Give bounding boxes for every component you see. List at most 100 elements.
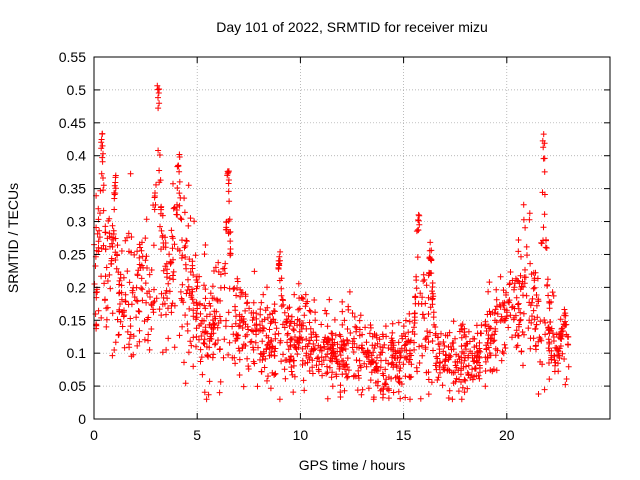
data-point <box>262 307 269 314</box>
data-point <box>270 307 277 314</box>
data-point <box>426 254 433 261</box>
data-point <box>142 280 149 287</box>
data-point <box>112 339 119 346</box>
data-point <box>541 386 548 393</box>
data-point <box>109 352 116 359</box>
data-point <box>236 356 243 363</box>
data-point <box>197 310 204 317</box>
data-point <box>107 285 114 292</box>
data-point <box>207 290 214 297</box>
data-point <box>120 313 127 320</box>
data-point <box>390 342 397 349</box>
data-point <box>112 185 119 192</box>
data-point <box>310 341 317 347</box>
data-point <box>440 339 447 345</box>
data-point <box>311 297 318 303</box>
data-point <box>425 376 432 383</box>
data-point <box>111 189 118 196</box>
data-point <box>114 242 121 249</box>
data-point <box>423 335 430 341</box>
data-point <box>421 315 428 322</box>
data-point <box>493 296 500 303</box>
data-point <box>307 325 314 332</box>
data-point <box>221 336 228 343</box>
data-point <box>185 222 192 229</box>
data-point <box>170 205 177 212</box>
data-point <box>435 374 442 381</box>
data-point <box>379 344 386 351</box>
data-point <box>483 328 490 334</box>
data-point <box>157 210 164 217</box>
data-point <box>200 340 207 346</box>
data-point <box>494 347 501 354</box>
data-point <box>563 376 570 382</box>
data-point <box>212 315 219 322</box>
data-point <box>491 331 498 338</box>
data-point <box>116 281 123 288</box>
data-point <box>362 324 369 331</box>
data-point <box>133 314 140 321</box>
data-point <box>117 318 124 325</box>
data-point <box>202 295 209 302</box>
data-point <box>134 342 141 349</box>
data-point <box>102 229 109 236</box>
data-point <box>429 280 436 286</box>
data-point <box>364 348 371 355</box>
data-point <box>177 288 184 295</box>
data-point <box>405 337 412 344</box>
data-point <box>174 185 181 191</box>
data-point <box>112 179 119 186</box>
data-point <box>462 377 469 384</box>
data-point <box>493 286 500 293</box>
data-point <box>328 330 335 337</box>
data-point <box>406 318 413 325</box>
data-point <box>556 355 563 361</box>
data-point <box>350 373 357 380</box>
data-point <box>339 346 346 353</box>
data-point <box>542 331 549 338</box>
data-point <box>221 284 228 291</box>
data-point <box>237 286 244 293</box>
data-point <box>211 341 218 348</box>
data-point <box>226 339 233 346</box>
data-point <box>130 351 137 358</box>
data-point <box>146 346 153 353</box>
data-point <box>437 369 443 376</box>
data-point <box>302 291 309 298</box>
data-point <box>272 335 279 342</box>
data-point <box>458 396 465 403</box>
data-point <box>207 311 213 318</box>
data-point <box>164 266 170 273</box>
data-point <box>415 217 421 223</box>
data-point <box>549 330 556 337</box>
data-point <box>494 311 501 317</box>
data-point <box>378 349 384 356</box>
data-point <box>186 256 193 263</box>
data-point <box>418 342 425 349</box>
data-point <box>260 291 267 298</box>
data-point <box>402 317 409 324</box>
data-point <box>320 339 327 346</box>
data-point <box>294 316 301 323</box>
data-point <box>337 352 344 359</box>
data-point <box>242 307 249 314</box>
data-point <box>181 195 188 202</box>
data-point <box>98 314 105 321</box>
data-point <box>100 187 107 194</box>
data-point <box>125 301 132 308</box>
data-point <box>491 310 498 316</box>
data-point <box>179 281 186 288</box>
data-point <box>157 223 163 230</box>
data-point <box>383 333 390 340</box>
data-point <box>419 352 426 359</box>
data-point <box>347 330 354 336</box>
data-point <box>345 367 352 374</box>
y-tick-label: 0.35 <box>59 181 86 197</box>
data-point <box>404 338 411 345</box>
data-point <box>226 198 233 205</box>
data-point <box>402 341 409 348</box>
data-point <box>560 321 567 328</box>
data-point <box>465 371 472 378</box>
data-point <box>225 177 232 183</box>
data-point <box>541 211 548 218</box>
